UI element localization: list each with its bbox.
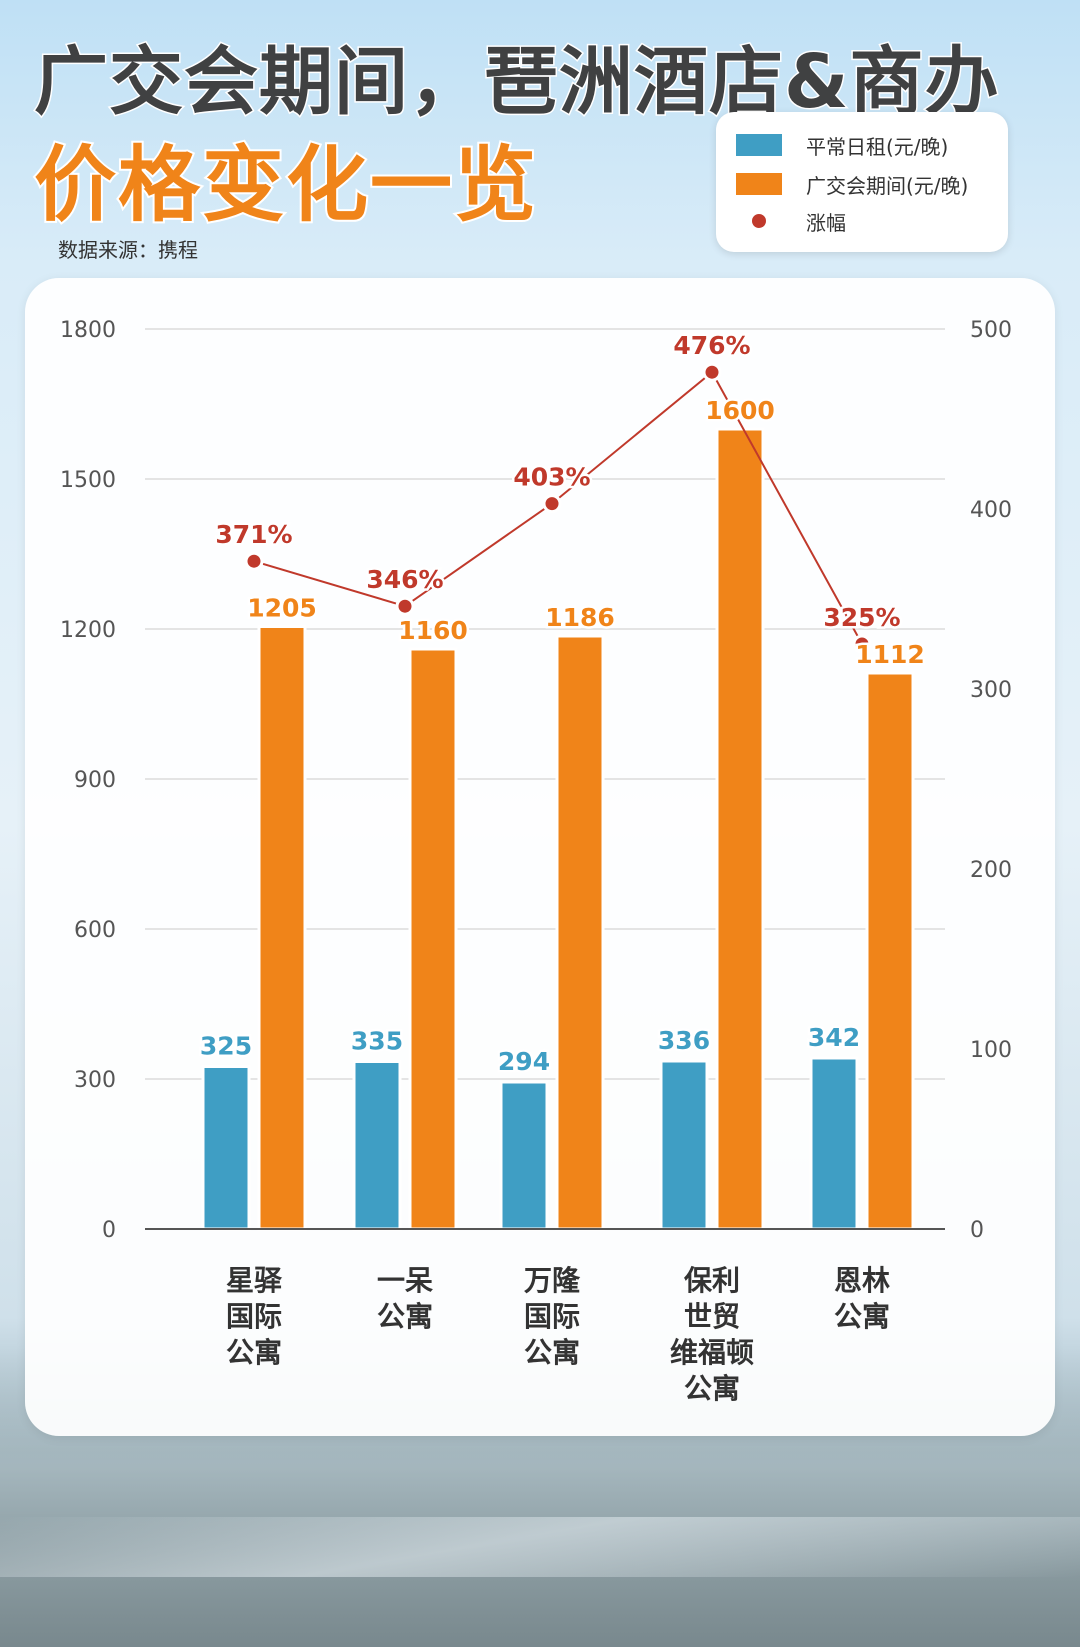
axis-layer: 0 300 600 900 1200 1500 1800 0 100 200 300 400 500 星驿… <box>60 318 1012 1405</box>
y-right-tick-label: 400 <box>970 498 1012 523</box>
y-left-tick-label: 0 <box>102 1218 116 1243</box>
legend-dot-rise <box>752 214 766 228</box>
x-category-label: 万隆 <box>524 1264 581 1297</box>
x-category-label: 维福顿 <box>670 1336 754 1369</box>
data-label-fair: 1160 <box>398 616 468 645</box>
legend-swatch-normal <box>736 134 782 156</box>
bar-fair <box>408 647 458 1231</box>
y-right-tick-label: 100 <box>970 1038 1012 1063</box>
title-line-1: 广交会期间，琶洲酒店&商办 <box>33 38 1001 127</box>
bar-normal <box>499 1080 549 1231</box>
bar-fair <box>257 625 307 1231</box>
bar-fair <box>865 671 915 1231</box>
x-category-label: 公寓 <box>834 1300 890 1333</box>
bar-normal <box>201 1065 251 1231</box>
x-category-label: 国际 <box>524 1300 580 1333</box>
x-category-label: 保利 <box>684 1264 740 1297</box>
title-line-2: 价格变化一览 <box>32 136 539 235</box>
data-label-rise: 403% <box>513 463 590 492</box>
y-left-tick-label: 900 <box>74 768 116 793</box>
data-label-normal: 336 <box>658 1026 710 1055</box>
data-label-rise: 476% <box>673 331 750 360</box>
y-left-tick-label: 600 <box>74 918 116 943</box>
y-left-tick-label: 1800 <box>60 318 116 343</box>
x-category-label: 公寓 <box>377 1300 433 1333</box>
label-layer: 325 1205 335 1160 294 1186 336 1600 342 1112 371% 3… <box>197 329 927 1079</box>
legend-item-rise: 涨幅 <box>736 206 846 236</box>
data-label-normal: 325 <box>200 1032 252 1061</box>
bar-fair <box>555 634 605 1231</box>
y-left-tick-label: 1200 <box>60 618 116 643</box>
x-category-label: 一呆 <box>377 1264 433 1297</box>
bar-normal <box>352 1060 402 1231</box>
bar-fair <box>715 427 765 1231</box>
data-label-fair: 1112 <box>855 640 925 669</box>
x-category-label: 恩林 <box>834 1264 890 1297</box>
data-label-fair: 1205 <box>247 594 317 623</box>
rise-point <box>542 494 562 514</box>
data-label-normal: 342 <box>808 1023 860 1052</box>
y-left-tick-label: 300 <box>74 1068 116 1093</box>
bar-normal <box>659 1059 709 1231</box>
data-label-rise: 371% <box>215 520 292 549</box>
x-category-label: 星驿 <box>226 1264 283 1297</box>
bar-layer <box>201 427 915 1231</box>
legend-item-normal: 平常日租(元/晚) <box>736 130 948 160</box>
x-category-label: 世贸 <box>684 1300 740 1333</box>
rise-point <box>395 596 415 616</box>
data-label-rise: 325% <box>823 603 900 632</box>
y-right-tick-label: 0 <box>970 1218 984 1243</box>
bar-normal <box>809 1056 859 1231</box>
y-right-tick-label: 300 <box>970 678 1012 703</box>
legend-label-fair: 广交会期间(元/晚) <box>806 173 969 198</box>
data-label-fair: 1600 <box>705 396 775 425</box>
line-layer <box>244 362 872 654</box>
data-label-fair: 1186 <box>545 603 615 632</box>
x-category-label: 公寓 <box>524 1336 580 1369</box>
data-label-normal: 294 <box>498 1047 550 1076</box>
rise-point <box>244 551 264 571</box>
legend-swatch-fair <box>736 173 782 195</box>
data-source-note: 数据来源：携程 <box>58 238 198 262</box>
rise-point <box>852 634 872 654</box>
legend-item-fair: 广交会期间(元/晚) <box>736 169 968 199</box>
chart-legend: 平常日租(元/晚) 广交会期间(元/晚) 涨幅 <box>716 112 1008 252</box>
x-category-label: 公寓 <box>226 1336 282 1369</box>
y-left-tick-label: 1500 <box>60 468 116 493</box>
data-label-normal: 335 <box>351 1027 403 1056</box>
x-category-label: 公寓 <box>684 1372 740 1405</box>
y-right-tick-label: 200 <box>970 858 1012 883</box>
data-label-rise: 346% <box>366 565 443 594</box>
legend-label-rise: 涨幅 <box>806 210 846 235</box>
rise-point <box>702 362 722 382</box>
y-right-tick-label: 500 <box>970 318 1012 343</box>
x-category-label: 国际 <box>226 1300 282 1333</box>
legend-label-normal: 平常日租(元/晚) <box>806 134 949 159</box>
background-river <box>0 1517 1080 1577</box>
